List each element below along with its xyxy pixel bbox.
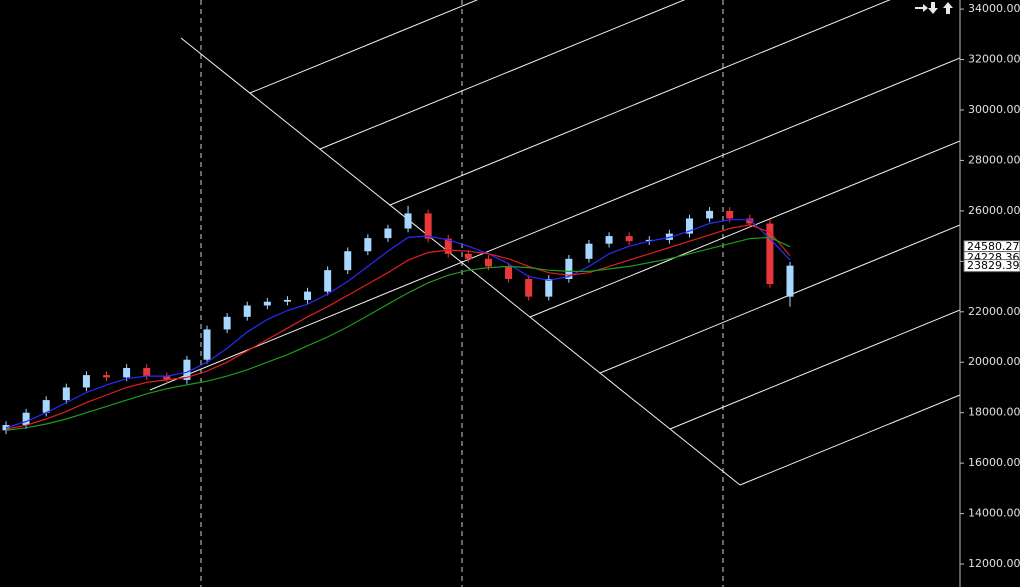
candle-body [746, 218, 754, 224]
candle-body [525, 278, 533, 297]
trend-line [389, 0, 891, 206]
trend-line [249, 0, 479, 94]
y-tick-label: 22000.00 [968, 305, 1020, 318]
candle-body [143, 368, 151, 377]
candle-body [444, 238, 452, 254]
moving-average-line [5, 219, 791, 429]
candle-body [42, 400, 50, 413]
candle-body [263, 301, 271, 306]
moving-average-line [5, 224, 791, 430]
moving-average-line [5, 236, 791, 431]
price-label: 23829.39 [967, 259, 1020, 272]
candle-body [324, 270, 332, 292]
candle-body [424, 213, 432, 239]
y-tick-label: 32000.00 [968, 53, 1020, 66]
candle-body [484, 258, 492, 267]
y-tick-label: 26000.00 [968, 204, 1020, 217]
candle-body [283, 299, 291, 302]
candle-body [103, 375, 111, 378]
candle-body [243, 305, 251, 317]
trend-line [319, 0, 686, 150]
candle-body [183, 359, 191, 380]
candle-body [545, 278, 553, 297]
arrow-down-icon[interactable] [928, 2, 938, 14]
candle-body [123, 368, 131, 378]
candle-body [62, 387, 70, 401]
y-tick-label: 30000.00 [968, 103, 1020, 116]
candle-body [665, 233, 673, 240]
trend-line [180, 37, 741, 486]
y-tick-label: 34000.00 [968, 2, 1020, 15]
candle-body [786, 265, 794, 297]
price-label-box [963, 259, 1020, 273]
candle-body [766, 223, 774, 285]
candle-body [364, 238, 372, 252]
trend-line [149, 57, 960, 391]
arrow-right-icon[interactable] [915, 4, 928, 12]
candle-body [384, 228, 392, 239]
trend-line [529, 140, 960, 318]
candle-body [505, 266, 513, 279]
y-tick-label: 18000.00 [968, 406, 1020, 419]
trend-line [599, 224, 960, 374]
trend-line [739, 394, 960, 486]
candle-body [464, 253, 472, 259]
candle-body [163, 376, 171, 380]
y-tick-label: 14000.00 [968, 507, 1020, 520]
arrow-up-icon[interactable] [943, 2, 953, 14]
toolbar-icons[interactable] [915, 2, 953, 14]
candle-body [645, 239, 653, 242]
candle-body [223, 316, 231, 330]
y-tick-label: 16000.00 [968, 456, 1020, 469]
price-label: 24580.27 [967, 240, 1020, 253]
y-tick-label: 20000.00 [968, 355, 1020, 368]
candle-body [605, 236, 613, 244]
drawing-tools [149, 0, 960, 486]
candle-body [706, 210, 714, 219]
candle-body [585, 243, 593, 259]
candle-body [344, 251, 352, 271]
candle-body [203, 329, 211, 360]
candle-body [404, 213, 412, 229]
plot-area [149, 0, 960, 587]
candle-body [82, 375, 90, 388]
candle-body [625, 236, 633, 242]
candle-body [304, 291, 312, 300]
candle-body [726, 210, 734, 219]
y-tick-label: 12000.00 [968, 557, 1020, 570]
candle-body [685, 218, 693, 234]
candle-body [22, 412, 30, 426]
y-tick-label: 28000.00 [968, 153, 1020, 166]
candle-body [565, 258, 573, 279]
trend-line [669, 309, 960, 430]
